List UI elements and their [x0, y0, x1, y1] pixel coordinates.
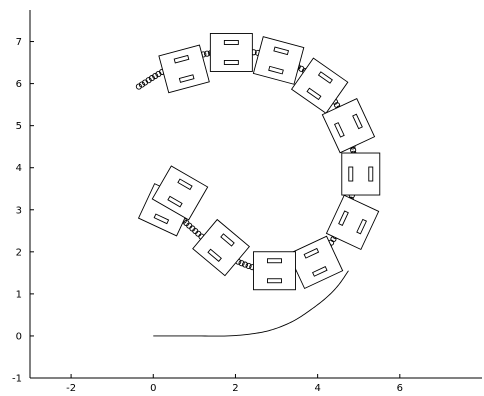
- x-tick-label: 0: [150, 383, 156, 394]
- y-tick-label: 2: [16, 247, 22, 258]
- vehicle-wheel: [368, 166, 374, 182]
- vehicle-wheel: [220, 233, 235, 247]
- axes: [29, 10, 482, 379]
- vehicle-wheel: [303, 247, 320, 259]
- vehicle-wheel: [352, 113, 363, 130]
- trajectory-point: [203, 50, 211, 57]
- vehicle-body: [290, 57, 349, 114]
- vehicle: [321, 97, 376, 154]
- vehicle-wheel: [173, 54, 190, 64]
- trajectory-point: [242, 261, 249, 268]
- vehicle-wheel: [153, 213, 170, 225]
- vehicle-wheel: [223, 60, 239, 65]
- y-tick-label: -1: [12, 374, 22, 385]
- vehicle-wheel: [177, 178, 193, 191]
- vehicle: [325, 194, 380, 251]
- vehicle: [341, 152, 381, 196]
- vehicle-body: [321, 97, 376, 154]
- vehicle: [287, 235, 344, 290]
- trajectory-point: [138, 81, 145, 88]
- vehicle-wheel: [223, 40, 239, 45]
- vehicle: [290, 57, 349, 114]
- trajectory-point: [135, 83, 142, 90]
- vehicle-wheel: [268, 65, 284, 75]
- vehicle-wheel: [338, 210, 349, 226]
- vehicle-body: [158, 44, 210, 94]
- vehicle-body: [253, 251, 296, 291]
- vehicle-wheel: [306, 87, 322, 101]
- vehicle-body: [151, 165, 209, 221]
- vehicle-body: [325, 194, 380, 251]
- vehicle-body: [341, 152, 381, 196]
- vehicle: [158, 44, 210, 94]
- x-tick-label: 6: [397, 383, 403, 394]
- reference-path: [153, 270, 349, 337]
- vehicle-wheel: [317, 71, 333, 84]
- y-tick-label: 5: [16, 121, 22, 132]
- vehicle-body: [192, 218, 251, 277]
- vehicle-body: [252, 36, 305, 85]
- vehicle-wheel: [334, 122, 345, 138]
- y-tick-label: 3: [16, 205, 22, 216]
- trajectory-point: [152, 72, 159, 80]
- vehicle-wheel: [167, 195, 183, 208]
- vehicle: [209, 33, 253, 72]
- vehicles: [137, 33, 381, 291]
- vehicle: [253, 251, 296, 291]
- ticks: -2 0 2 4 6 -1 0 1 2 3 4 5 6 7: [12, 37, 403, 394]
- trajectory-point: [245, 262, 252, 269]
- x-tick-label: -2: [66, 383, 76, 394]
- vehicle: [252, 36, 305, 85]
- y-tick-label: 0: [16, 331, 22, 342]
- vehicle-wheel: [178, 74, 195, 83]
- vehicle: [151, 165, 209, 221]
- vehicle-wheel: [207, 248, 222, 262]
- vehicle-wheel: [348, 166, 354, 182]
- vehicle: [192, 218, 251, 277]
- vehicle-wheel: [267, 278, 282, 284]
- x-tick-label: 2: [232, 383, 238, 394]
- trajectory-point: [145, 77, 152, 84]
- vehicle-wheel: [267, 258, 282, 264]
- x-tick-label: 4: [314, 383, 320, 394]
- y-tick-label: 7: [16, 37, 22, 48]
- vehicle-body: [209, 33, 253, 72]
- vehicle-body: [287, 235, 344, 290]
- trajectory-point: [238, 260, 245, 267]
- y-tick-label: 6: [16, 79, 22, 90]
- vehicle-wheel: [312, 266, 328, 277]
- trajectory-point: [148, 75, 155, 82]
- vehicle-wheel: [356, 218, 367, 235]
- y-tick-label: 4: [16, 163, 22, 174]
- vehicle-wheel: [273, 46, 290, 56]
- reference-path-line: [153, 270, 349, 337]
- y-tick-label: 1: [16, 289, 22, 300]
